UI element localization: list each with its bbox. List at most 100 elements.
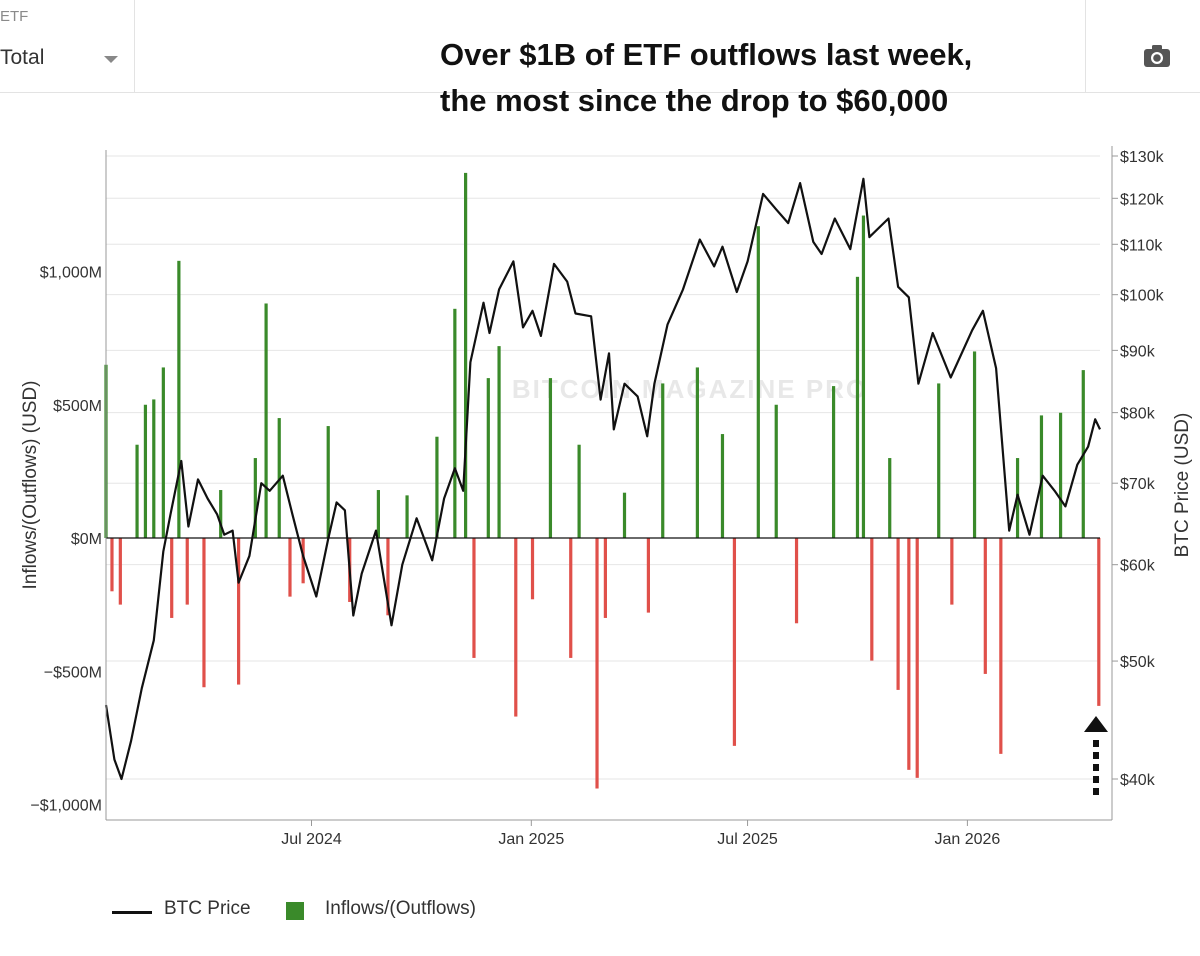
outflow-bar: [569, 538, 573, 658]
inflow-bar: [548, 378, 553, 538]
y2-tick-label: $60k: [1120, 558, 1156, 575]
outflow-bar: [950, 538, 954, 605]
x-tick-label: Jul 2024: [281, 831, 342, 848]
outflow-bar: [110, 538, 114, 592]
inflow-bar: [405, 495, 409, 538]
inflow-bar: [486, 378, 490, 538]
outflow-bar: [794, 538, 799, 624]
inflow-bar: [972, 351, 977, 538]
outflow-bar: [1097, 538, 1101, 706]
legend-label-flows: Inflows/(Outflows): [325, 898, 476, 919]
outflow-bar: [118, 538, 122, 605]
outflow-bar: [595, 538, 599, 789]
inflow-bar: [622, 492, 627, 538]
outflow-bar: [896, 538, 900, 690]
inflow-bar: [695, 367, 699, 538]
y-tick-label: −$500M: [44, 664, 102, 681]
watermark: BITCOIN MAGAZINE PRO: [512, 374, 868, 404]
arrow-dot: [1093, 752, 1099, 759]
outflow-bar: [915, 538, 919, 778]
arrow-dot: [1093, 764, 1099, 771]
inflow-bar: [435, 436, 439, 538]
y2-tick-label: $70k: [1120, 476, 1156, 493]
camera-icon[interactable]: [1143, 44, 1171, 73]
etf-flows-chart: BITCOIN MAGAZINE PRO $1,000M $500M $0M −$50…: [20, 146, 1193, 848]
outflow-bar: [530, 538, 535, 600]
btc-price-line: [104, 177, 1101, 781]
inflow-bar: [720, 434, 725, 538]
y2-tick-label: $40k: [1120, 772, 1156, 789]
y2-axis-title: BTC Price (USD): [1172, 413, 1193, 558]
inflow-bar: [464, 172, 468, 538]
flow-bars: [104, 172, 1101, 789]
inflow-bar: [143, 404, 148, 538]
x-tick-label: Jul 2025: [717, 831, 778, 848]
y-tick-label: $1,000M: [40, 265, 102, 282]
inflow-bar: [1058, 412, 1063, 538]
inflow-bar: [861, 215, 866, 538]
outflow-bar: [288, 538, 292, 597]
outflow-bar: [185, 538, 189, 605]
toolbar: [0, 0, 1200, 93]
arrow-dot: [1093, 776, 1099, 783]
inflow-bar: [661, 383, 665, 538]
outflow-bar: [237, 538, 241, 685]
arrow-dot: [1093, 740, 1099, 747]
inflow-bar: [135, 444, 139, 538]
y2-tick-label: $90k: [1120, 343, 1156, 360]
y2-tick-label: $100k: [1120, 288, 1165, 305]
axes: $1,000M $500M $0M −$500M −$1,000M $130k $120k $…: [20, 146, 1193, 848]
annotations: [1084, 716, 1108, 795]
etf-select-value: Total: [0, 46, 45, 69]
outflow-bar: [386, 538, 390, 616]
outflow-bar: [472, 538, 476, 658]
y2-tick-label: $130k: [1120, 149, 1165, 166]
grid-lines: [106, 155, 1100, 780]
inflow-bar: [219, 490, 223, 538]
arrow-dot: [1093, 788, 1099, 795]
inflow-bar: [831, 386, 836, 538]
arrow-head: [1084, 716, 1108, 732]
inflow-bar: [177, 260, 181, 538]
x-tick-label: Jan 2026: [934, 831, 1000, 848]
y-axis-title: Inflows/(Outflows) (USD): [20, 380, 41, 589]
legend-label-btc-price: BTC Price: [164, 898, 251, 919]
etf-select[interactable]: Total: [0, 46, 124, 74]
chart-headline: Over $1B of ETF outflows last week, the …: [440, 32, 1080, 124]
inflow-bar: [152, 399, 156, 538]
inflow-bar: [253, 458, 257, 538]
legend-square-swatch: [286, 902, 304, 920]
y-tick-label: −$1,000M: [30, 798, 102, 815]
inflow-bar: [577, 444, 581, 538]
y-tick-label: $500M: [53, 398, 102, 415]
export-panel: [1085, 0, 1200, 92]
inflow-bar: [774, 404, 778, 538]
y-tick-label: $0M: [71, 531, 102, 548]
outflow-bar: [983, 538, 987, 674]
inflow-bar: [855, 276, 860, 538]
inflow-bar: [453, 308, 457, 538]
legend-line-swatch: [112, 911, 152, 914]
y2-tick-label: $50k: [1120, 654, 1156, 671]
outflow-bar: [202, 538, 206, 688]
outflow-bar: [870, 538, 874, 661]
outflow-bar: [514, 538, 518, 717]
outflow-bar: [907, 538, 911, 770]
x-tick-label: Jan 2025: [498, 831, 564, 848]
inflow-bar: [497, 346, 501, 538]
outflow-bar: [301, 538, 305, 584]
chevron-down-icon: [104, 56, 118, 63]
headline-line-1: Over $1B of ETF outflows last week,: [440, 37, 973, 72]
etf-label: ETF: [0, 8, 29, 25]
watermark-text: BITCOIN MAGAZINE PRO: [512, 374, 868, 404]
y2-tick-label: $110k: [1120, 237, 1163, 254]
outflow-bar: [170, 538, 174, 618]
inflow-bar: [326, 426, 330, 538]
dotted-up-arrow-icon: [1084, 716, 1108, 795]
inflow-bar: [937, 383, 941, 538]
outflow-bar: [603, 538, 607, 618]
outflow-bar: [999, 538, 1003, 754]
inflow-bar: [277, 418, 281, 538]
y2-tick-label: $120k: [1120, 191, 1165, 208]
outflow-bar: [732, 538, 737, 746]
